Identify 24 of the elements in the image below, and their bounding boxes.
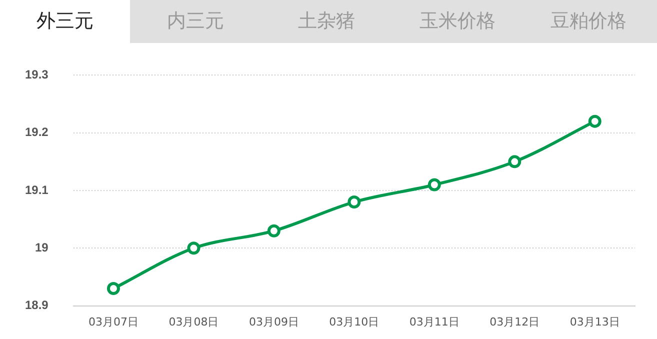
x-tick-label: 03月07日: [88, 315, 138, 328]
point: [428, 178, 441, 192]
text: 土杂猪: [297, 9, 356, 34]
point: [508, 155, 522, 168]
text: 外三元: [0, 0, 130, 43]
y-tick-label: 19: [34, 240, 49, 254]
x-tick-label: 03月11日: [409, 315, 460, 328]
y-tick-label: 18.9: [24, 298, 49, 312]
y-tick-label: 19.2: [24, 125, 49, 140]
x-tick-label: 03月13日: [570, 315, 620, 328]
point: [187, 242, 200, 255]
y-tick-label: 19.3: [24, 68, 49, 82]
text: 内三元: [166, 9, 225, 34]
y-tick-label: 19.1: [24, 182, 49, 197]
x-tick-label: 03月12日: [490, 315, 540, 328]
text: 豆粕价格: [550, 9, 628, 34]
x-tick-label: 03月08日: [168, 315, 219, 328]
x-tick-label: 03月10日: [329, 315, 380, 328]
text: 玉米价格: [418, 9, 496, 34]
x-tick-label: 03月09日: [248, 315, 299, 328]
point: [348, 196, 361, 209]
point: [106, 282, 120, 296]
point: [588, 114, 602, 128]
point: [267, 224, 280, 238]
